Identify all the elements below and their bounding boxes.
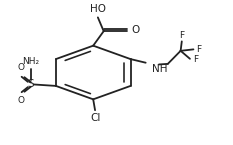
Text: O: O: [131, 25, 139, 35]
Text: S: S: [28, 79, 34, 89]
Text: F: F: [179, 30, 184, 40]
Text: O: O: [17, 97, 24, 106]
Text: O: O: [17, 63, 24, 72]
Text: Cl: Cl: [90, 113, 100, 123]
Text: HO: HO: [90, 4, 106, 14]
Text: NH₂: NH₂: [22, 57, 40, 66]
Text: F: F: [193, 55, 198, 64]
Text: F: F: [196, 45, 202, 54]
Text: NH: NH: [152, 64, 168, 74]
